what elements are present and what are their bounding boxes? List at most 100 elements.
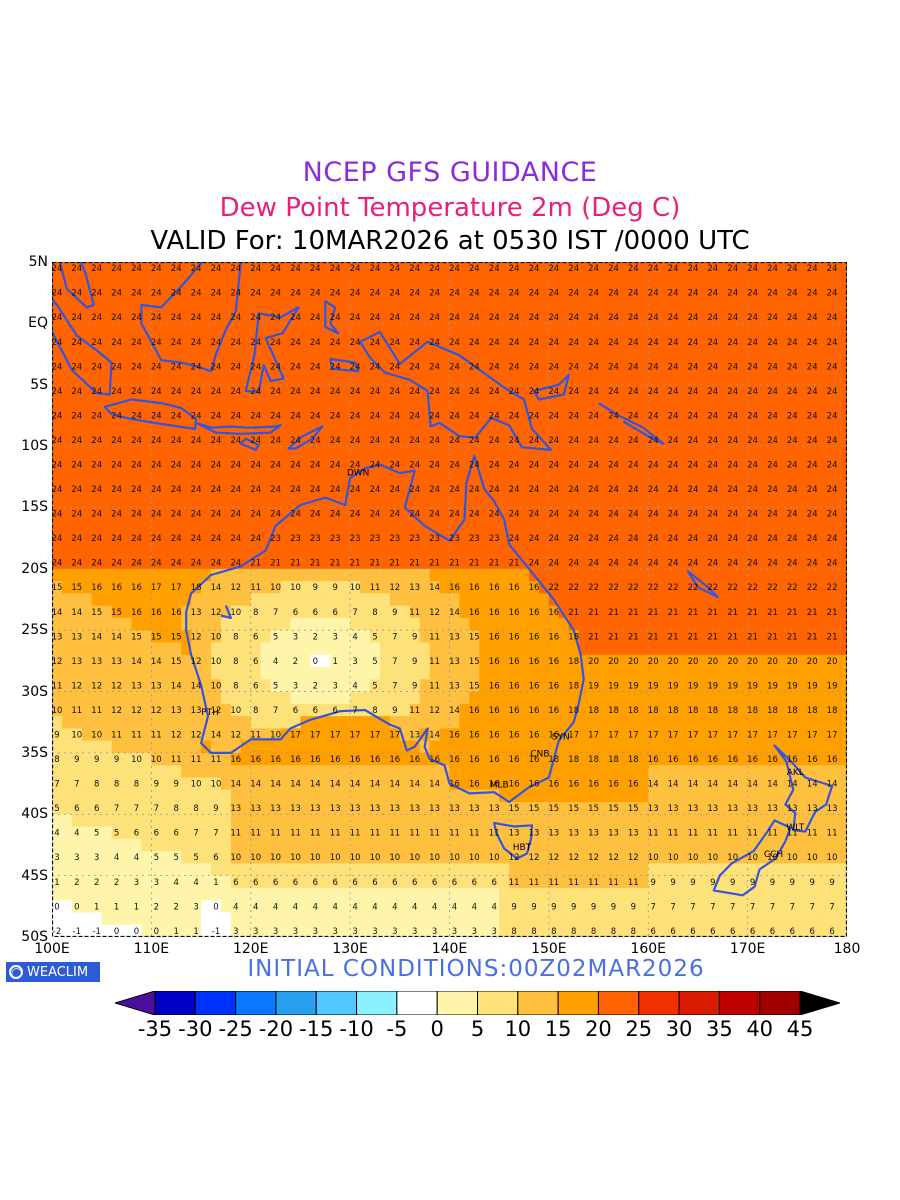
field-cell [588,605,600,619]
field-cell [628,298,639,312]
field-cell [747,777,759,791]
field-cell [151,458,162,472]
field-cell [767,311,779,324]
field-cell [807,482,818,496]
field-cell [320,556,331,570]
field-cell [270,617,282,631]
field-cell [538,691,550,705]
field-cell [71,347,83,361]
field-cell [777,323,788,337]
grid-value: 24 [230,510,241,520]
field-cell [837,716,847,729]
field-cell [727,262,739,275]
field-cell [330,716,341,729]
field-cell [71,728,83,742]
field-cell [827,716,838,729]
grid-value: 24 [211,559,222,569]
grid-value: 24 [290,313,301,323]
field-cell [379,654,391,668]
field-cell [558,912,570,926]
field-cell [479,262,490,275]
field-cell [340,335,351,349]
field-cell [419,863,431,877]
field-cell [290,740,302,754]
grid-value: 24 [688,289,699,299]
field-cell [578,875,590,889]
field-cell [320,863,331,877]
field-cell [509,323,520,337]
field-cell [310,679,321,693]
field-cell [459,679,470,693]
field-cell [171,654,182,668]
field-cell [807,298,818,312]
field-cell [340,286,351,300]
field-cell [330,298,341,312]
field-cell [489,777,500,791]
field-cell [678,593,689,607]
field-cell [598,311,610,324]
field-cell [827,507,838,521]
field-cell [727,826,739,840]
field-cell [181,814,192,828]
grid-value: 24 [668,510,679,520]
field-cell [449,777,461,791]
field-cell [141,495,152,509]
field-cell [608,311,620,324]
field-cell [300,691,311,705]
field-cell [529,274,540,288]
field-cell [260,495,272,509]
field-cell [350,679,361,693]
field-cell [678,470,689,484]
field-cell [767,851,779,864]
field-cell [668,802,679,815]
field-cell [459,298,470,312]
field-cell [91,298,103,312]
field-cell [131,617,143,631]
field-cell [350,728,361,742]
field-cell [220,298,232,312]
field-cell [201,642,212,656]
field-cell [837,421,847,435]
field-cell [330,912,341,926]
field-cell [310,838,321,852]
field-cell [499,667,510,680]
field-cell [181,667,192,680]
grid-value: 24 [270,338,281,348]
grid-value: 24 [648,461,659,471]
field-cell [598,544,610,558]
field-cell [628,495,639,509]
field-cell [757,323,769,337]
field-cell [320,372,331,386]
grid-value: 24 [449,362,460,372]
field-cell [737,765,749,779]
field-cell [389,298,401,312]
field-cell [747,593,759,607]
field-cell [300,274,311,288]
grid-value: 24 [111,534,122,544]
field-cell [489,617,500,631]
grid-value: 24 [588,534,599,544]
field-cell [449,789,461,803]
field-cell [449,360,461,374]
field-cell [578,765,590,779]
field-cell [449,397,461,410]
grid-value: 24 [52,387,62,397]
field-cell [707,851,719,864]
field-cell [658,568,669,582]
field-cell [439,863,451,877]
field-cell [509,360,520,374]
field-cell [429,298,441,312]
field-cell [658,433,669,447]
field-cell [489,482,500,496]
field-cell [737,642,749,656]
field-cell [211,752,222,766]
field-cell [529,851,540,864]
field-cell [628,532,639,545]
field-cell [409,556,421,570]
field-cell [717,789,729,803]
field-cell [628,482,639,496]
field-cell [658,875,669,889]
field-cell [827,863,838,877]
field-cell [777,372,788,386]
field-cell [727,556,739,570]
